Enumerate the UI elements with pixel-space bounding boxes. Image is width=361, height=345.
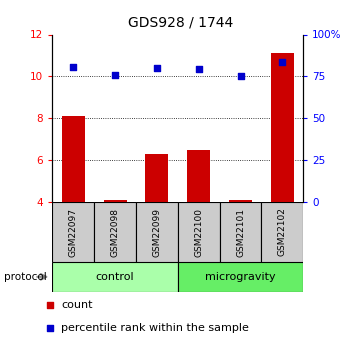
Text: microgravity: microgravity bbox=[205, 272, 276, 282]
Point bbox=[112, 73, 118, 78]
Text: GDS928 / 1744: GDS928 / 1744 bbox=[128, 16, 233, 30]
Point bbox=[196, 66, 201, 71]
Text: GSM22101: GSM22101 bbox=[236, 207, 245, 257]
Bar bbox=[145, 154, 168, 202]
Bar bbox=[261, 202, 303, 262]
Bar bbox=[178, 262, 303, 292]
Bar bbox=[52, 262, 178, 292]
Point bbox=[238, 73, 243, 79]
Text: control: control bbox=[96, 272, 134, 282]
Bar bbox=[187, 149, 210, 202]
Point bbox=[154, 65, 160, 71]
Text: count: count bbox=[61, 300, 92, 310]
Text: protocol: protocol bbox=[4, 272, 46, 282]
Bar bbox=[136, 202, 178, 262]
Text: GSM22099: GSM22099 bbox=[152, 207, 161, 257]
Bar bbox=[178, 202, 219, 262]
Bar bbox=[62, 116, 85, 202]
Point bbox=[48, 303, 53, 308]
Text: GSM22100: GSM22100 bbox=[194, 207, 203, 257]
Text: GSM22097: GSM22097 bbox=[69, 207, 78, 257]
Text: percentile rank within the sample: percentile rank within the sample bbox=[61, 323, 249, 333]
Bar bbox=[104, 200, 127, 202]
Point bbox=[279, 59, 285, 65]
Bar bbox=[219, 202, 261, 262]
Point bbox=[48, 325, 53, 331]
Point bbox=[70, 65, 76, 70]
Text: GSM22098: GSM22098 bbox=[110, 207, 119, 257]
Bar bbox=[94, 202, 136, 262]
Bar bbox=[271, 53, 294, 202]
Bar bbox=[229, 200, 252, 202]
Text: GSM22102: GSM22102 bbox=[278, 208, 287, 256]
Bar bbox=[52, 202, 94, 262]
